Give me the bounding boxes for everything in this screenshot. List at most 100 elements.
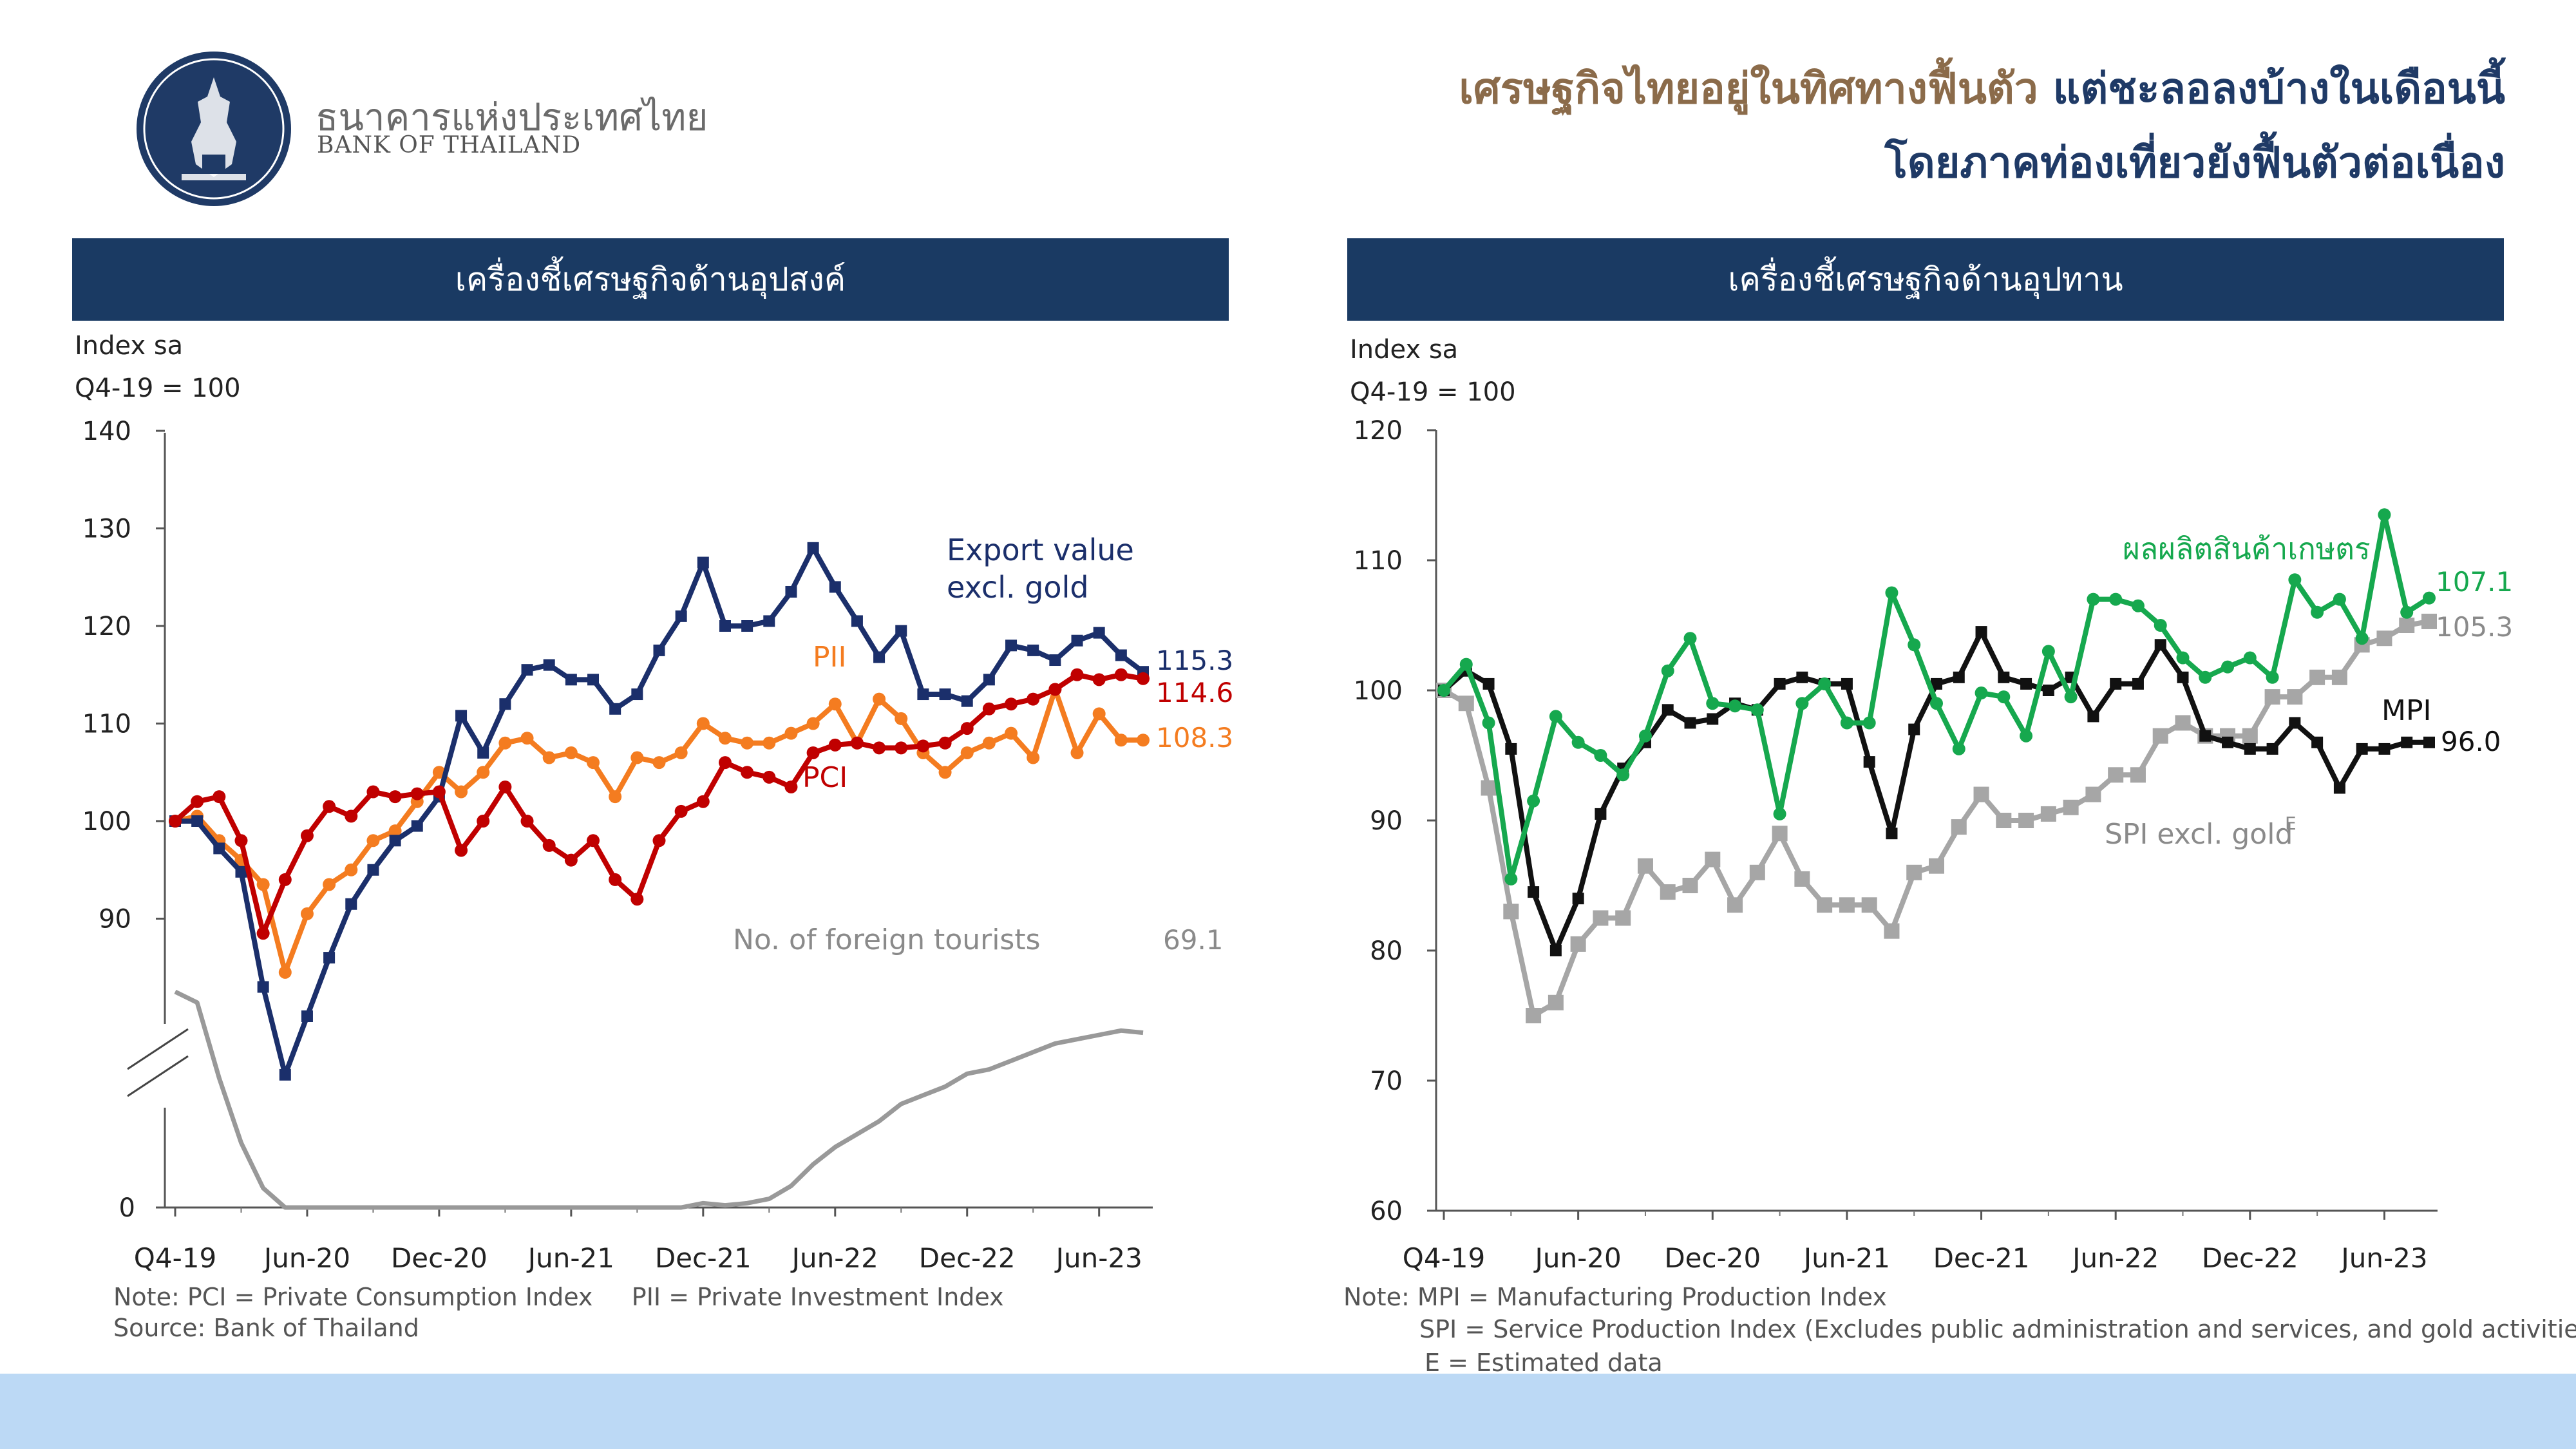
point-spi — [1996, 813, 2012, 828]
point-export — [675, 610, 687, 622]
point-export — [631, 688, 643, 701]
footer-band — [0, 1374, 2576, 1449]
point-export — [697, 556, 709, 569]
point-spi — [1727, 897, 1743, 913]
point-export — [499, 698, 511, 710]
point-pci — [432, 785, 446, 799]
point-mpi — [1975, 626, 1987, 638]
x-tick-label: Dec-22 — [2202, 1242, 2298, 1274]
y-tick-label: 110 — [1354, 546, 1403, 576]
point-agri — [2288, 573, 2302, 587]
point-export — [785, 585, 797, 598]
point-pci — [278, 873, 292, 886]
spi-label: SPI excl. gold — [2105, 818, 2293, 851]
point-spi — [2175, 715, 2191, 731]
point-mpi — [2266, 743, 2278, 755]
point-export — [543, 659, 555, 671]
point-pii — [960, 746, 974, 759]
point-spi — [2376, 630, 2392, 647]
y-tick-label: 130 — [82, 515, 131, 544]
point-pii — [256, 878, 270, 891]
point-spi — [1526, 1008, 1542, 1023]
point-spi — [1593, 910, 1609, 926]
point-spi — [1839, 897, 1855, 913]
point-export — [807, 542, 819, 554]
point-agri — [1549, 710, 1562, 723]
pci-label: PCI — [802, 761, 848, 794]
point-agri — [1795, 697, 1809, 710]
point-pci — [982, 702, 996, 715]
point-pci — [741, 766, 754, 779]
point-pci — [873, 741, 886, 755]
x-tick-label: Jun-22 — [2070, 1242, 2159, 1274]
point-agri — [2020, 729, 2033, 743]
point-agri — [2355, 632, 2369, 645]
point-spi — [1458, 696, 1474, 712]
point-pci — [938, 736, 952, 750]
point-spi — [1817, 897, 1833, 913]
point-agri — [1840, 716, 1853, 730]
point-spi — [1929, 858, 1944, 874]
point-export — [323, 952, 336, 964]
point-pii — [718, 732, 732, 745]
point-spi — [1682, 878, 1698, 893]
supply-panel-title: เครื่องชี้เศรษฐกิจด้านอุปทาน — [1347, 238, 2504, 321]
x-tick-label: Dec-22 — [919, 1242, 1016, 1274]
point-pci — [1070, 668, 1084, 681]
point-pii — [455, 785, 468, 799]
point-pii — [828, 697, 842, 711]
point-pci — [410, 787, 424, 800]
point-mpi — [1707, 713, 1719, 725]
point-pii — [323, 878, 336, 891]
point-mpi — [1572, 893, 1584, 905]
point-pii — [1005, 726, 1018, 740]
point-mpi — [1998, 671, 2010, 683]
point-export — [873, 651, 886, 663]
point-export — [1005, 639, 1018, 652]
point-mpi — [1931, 677, 1942, 690]
point-pii — [587, 756, 600, 770]
point-agri — [2131, 599, 2145, 612]
point-pii — [345, 863, 358, 876]
point-spi — [1973, 786, 1989, 802]
point-mpi — [2423, 736, 2435, 748]
spi-end-value: 105.3 — [2436, 611, 2513, 643]
point-mpi — [2087, 710, 2099, 723]
point-export — [411, 820, 423, 832]
point-agri — [1571, 735, 1585, 749]
point-pci — [895, 741, 908, 755]
point-spi — [2130, 767, 2146, 783]
point-agri — [1459, 658, 1473, 671]
point-pci — [520, 815, 534, 828]
point-agri — [1661, 664, 1674, 677]
point-agri — [2154, 619, 2167, 632]
point-pci — [256, 927, 270, 940]
point-mpi — [2311, 736, 2324, 748]
point-export — [477, 746, 489, 759]
point-export — [345, 898, 357, 910]
point-pii — [609, 790, 622, 804]
x-tick-label: Dec-20 — [391, 1242, 488, 1274]
point-spi — [1570, 936, 1586, 952]
point-spi — [1794, 871, 1810, 887]
point-pii — [806, 717, 820, 730]
point-pci — [960, 722, 974, 735]
point-export — [829, 581, 841, 593]
point-mpi — [2289, 717, 2301, 729]
point-pci — [718, 756, 732, 770]
bank-logo — [137, 52, 291, 206]
point-agri — [1930, 697, 1943, 710]
point-pci — [191, 795, 204, 808]
point-export — [565, 674, 577, 686]
point-export — [279, 1068, 291, 1081]
point-agri — [1437, 684, 1450, 697]
x-tick-label: Q4-19 — [134, 1242, 216, 1274]
tourists-end-value: 69.1 — [1163, 924, 1224, 956]
point-mpi — [1684, 717, 1696, 729]
point-spi — [2421, 613, 2437, 629]
point-pii — [498, 736, 512, 750]
point-spi — [2152, 728, 2168, 744]
point-pci — [542, 838, 556, 852]
point-pci — [916, 739, 930, 753]
